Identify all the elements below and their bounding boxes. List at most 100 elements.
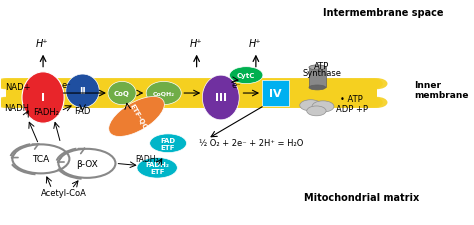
Circle shape: [365, 97, 388, 108]
Circle shape: [267, 97, 289, 108]
Text: IV: IV: [269, 89, 282, 99]
Circle shape: [281, 79, 303, 90]
Circle shape: [56, 97, 78, 108]
Bar: [6, 85, 376, 102]
Ellipse shape: [146, 82, 181, 105]
Text: FADH₂: FADH₂: [135, 154, 159, 163]
Circle shape: [295, 79, 317, 90]
Bar: [262, 81, 289, 106]
Circle shape: [342, 97, 364, 108]
Circle shape: [145, 97, 167, 108]
Circle shape: [300, 100, 322, 111]
Circle shape: [23, 97, 45, 108]
Circle shape: [206, 79, 228, 90]
Circle shape: [319, 79, 341, 90]
Text: β-OX: β-OX: [76, 159, 98, 168]
Circle shape: [314, 79, 336, 90]
Circle shape: [70, 97, 92, 108]
Circle shape: [276, 97, 298, 108]
Text: TCA: TCA: [32, 155, 49, 164]
Circle shape: [42, 97, 64, 108]
Circle shape: [182, 97, 204, 108]
Circle shape: [98, 79, 120, 90]
Circle shape: [234, 97, 256, 108]
Circle shape: [61, 79, 82, 90]
Circle shape: [323, 79, 345, 90]
Circle shape: [70, 79, 92, 90]
Circle shape: [337, 79, 359, 90]
Text: ETF-QO: ETF-QO: [129, 103, 149, 131]
Circle shape: [258, 97, 280, 108]
Text: ½ O₂ + 2e⁻ + 2H⁺ = H₂O: ½ O₂ + 2e⁻ + 2H⁺ = H₂O: [199, 139, 303, 148]
Text: H⁺: H⁺: [190, 39, 202, 49]
Circle shape: [352, 79, 374, 90]
Circle shape: [18, 79, 40, 90]
Circle shape: [229, 97, 251, 108]
Circle shape: [258, 79, 280, 90]
Circle shape: [168, 97, 191, 108]
Circle shape: [61, 97, 82, 108]
Circle shape: [65, 79, 87, 90]
Circle shape: [323, 97, 345, 108]
Circle shape: [215, 79, 237, 90]
Circle shape: [103, 79, 125, 90]
Circle shape: [215, 97, 237, 108]
Circle shape: [27, 79, 50, 90]
Ellipse shape: [202, 76, 239, 120]
Text: ATP: ATP: [314, 62, 329, 71]
Text: Intermembrane space: Intermembrane space: [323, 8, 443, 18]
Circle shape: [234, 79, 256, 90]
Circle shape: [14, 97, 36, 108]
Circle shape: [89, 79, 110, 90]
Circle shape: [328, 97, 350, 108]
Circle shape: [220, 79, 242, 90]
Circle shape: [342, 79, 364, 90]
Circle shape: [126, 97, 148, 108]
Circle shape: [108, 79, 129, 90]
Ellipse shape: [66, 75, 99, 108]
Circle shape: [27, 97, 50, 108]
Circle shape: [361, 79, 383, 90]
Circle shape: [210, 79, 233, 90]
Circle shape: [361, 97, 383, 108]
Circle shape: [225, 97, 246, 108]
Circle shape: [309, 97, 331, 108]
Circle shape: [253, 79, 275, 90]
Circle shape: [267, 79, 289, 90]
Circle shape: [117, 97, 139, 108]
Text: CytC: CytC: [237, 73, 255, 79]
Circle shape: [131, 97, 153, 108]
Circle shape: [314, 97, 336, 108]
Circle shape: [51, 79, 73, 90]
Circle shape: [9, 79, 31, 90]
Circle shape: [192, 79, 214, 90]
Circle shape: [309, 79, 331, 90]
Circle shape: [18, 97, 40, 108]
Circle shape: [46, 97, 68, 108]
Text: • ATP: • ATP: [340, 94, 363, 103]
Circle shape: [32, 79, 55, 90]
Circle shape: [262, 97, 284, 108]
Circle shape: [79, 97, 101, 108]
Circle shape: [0, 79, 21, 90]
Circle shape: [178, 79, 200, 90]
Circle shape: [164, 79, 186, 90]
Ellipse shape: [109, 97, 164, 137]
Circle shape: [98, 97, 120, 108]
Circle shape: [365, 79, 388, 90]
Circle shape: [84, 97, 106, 108]
Circle shape: [187, 79, 209, 90]
Circle shape: [333, 79, 355, 90]
Circle shape: [244, 97, 265, 108]
Circle shape: [281, 97, 303, 108]
Circle shape: [168, 79, 191, 90]
Circle shape: [84, 79, 106, 90]
Circle shape: [239, 79, 261, 90]
Circle shape: [300, 79, 322, 90]
Circle shape: [56, 79, 78, 90]
Circle shape: [145, 79, 167, 90]
Circle shape: [159, 79, 181, 90]
Circle shape: [239, 97, 261, 108]
Circle shape: [155, 79, 176, 90]
Circle shape: [93, 79, 115, 90]
